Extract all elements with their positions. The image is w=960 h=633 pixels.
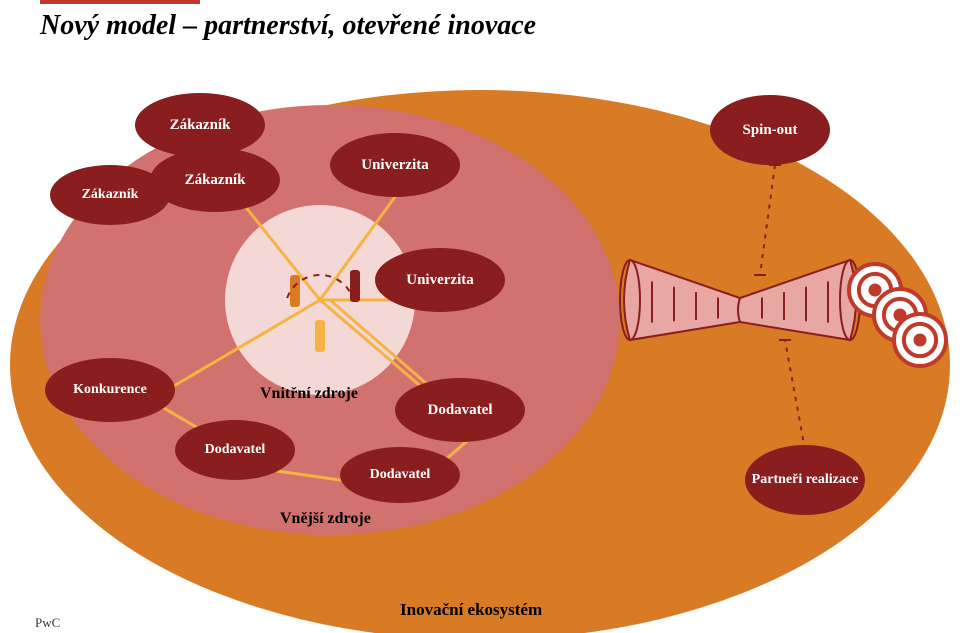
page-title: Nový model – partnerství, otevřené inova… <box>40 10 536 42</box>
label-vnejsi-zdroje: Vnější zdroje <box>280 510 371 528</box>
node-spinout: Spin-out <box>710 95 830 165</box>
node-zakaznik-2: Zákazník <box>150 148 280 212</box>
node-zakaznik-3: Zákazník <box>50 165 170 225</box>
node-partneri: Partneři realizace <box>745 445 865 515</box>
node-dodavatel-1: Dodavatel <box>175 420 295 480</box>
label-ekosystem: Inovační ekosystém <box>400 600 542 620</box>
node-zakaznik-1: Zákazník <box>135 93 265 157</box>
label-vnitrni-zdroje: Vnitřní zdroje <box>260 385 358 403</box>
top-rule <box>40 0 200 4</box>
node-dodavatel-2: Dodavatel <box>340 447 460 503</box>
pwc-logo-text: PwC <box>35 615 60 631</box>
node-univerzita-1: Univerzita <box>330 133 460 197</box>
inner-circle <box>225 205 415 395</box>
node-dodavatel-3: Dodavatel <box>395 378 525 442</box>
node-univerzita-2: Univerzita <box>375 248 505 312</box>
node-konkurence: Konkurence <box>45 358 175 422</box>
